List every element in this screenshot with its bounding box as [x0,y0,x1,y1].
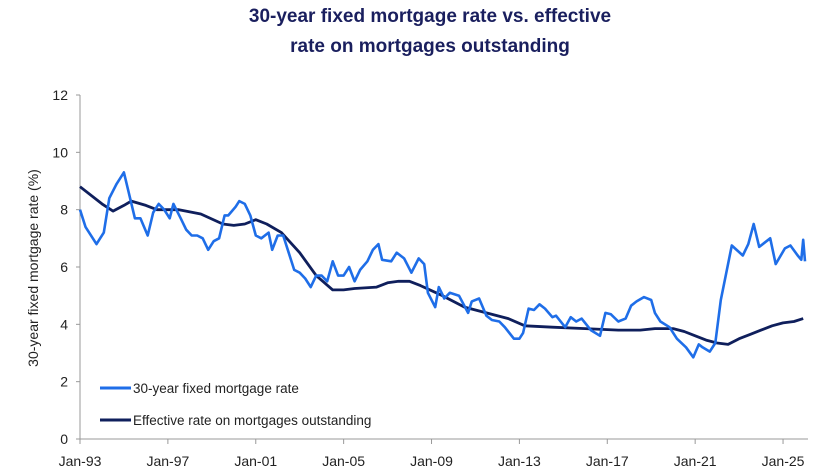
x-tick-label: Jan-93 [59,453,102,469]
chart-title-line-1: 30-year fixed mortgage rate vs. effectiv… [248,6,612,27]
x-tick-label: Jan-97 [146,453,189,469]
y-tick-label: 6 [60,259,68,275]
x-tick-label: Jan-01 [234,453,277,469]
series-line-effective-rate [79,185,804,346]
y-tick-label: 10 [52,144,68,160]
x-tick-label: Jan-21 [674,453,717,469]
legend-label-effective: Effective rate on mortgages outstanding [133,413,371,428]
x-tick-label: Jan-25 [762,453,805,469]
x-tick-label: Jan-05 [322,453,365,469]
y-tick-label: 4 [60,316,68,332]
legend: 30-year fixed mortgage rate Effective ra… [100,381,371,428]
y-axis-label: 30-year fixed mortgage rate (%) [25,169,41,367]
y-tick-label: 12 [52,87,68,103]
x-tick-label: Jan-17 [586,453,629,469]
y-tick-label: 8 [60,202,68,218]
x-tick-label: Jan-13 [498,453,541,469]
legend-label-30yr: 30-year fixed mortgage rate [133,381,299,396]
y-tick-label: 0 [60,431,68,447]
x-tick-label: Jan-09 [410,453,453,469]
series-line-30yr-fixed-rate [78,171,807,359]
y-tick-label: 2 [60,374,68,390]
chart-title-line-2: rate on mortgages outstanding [290,36,570,57]
